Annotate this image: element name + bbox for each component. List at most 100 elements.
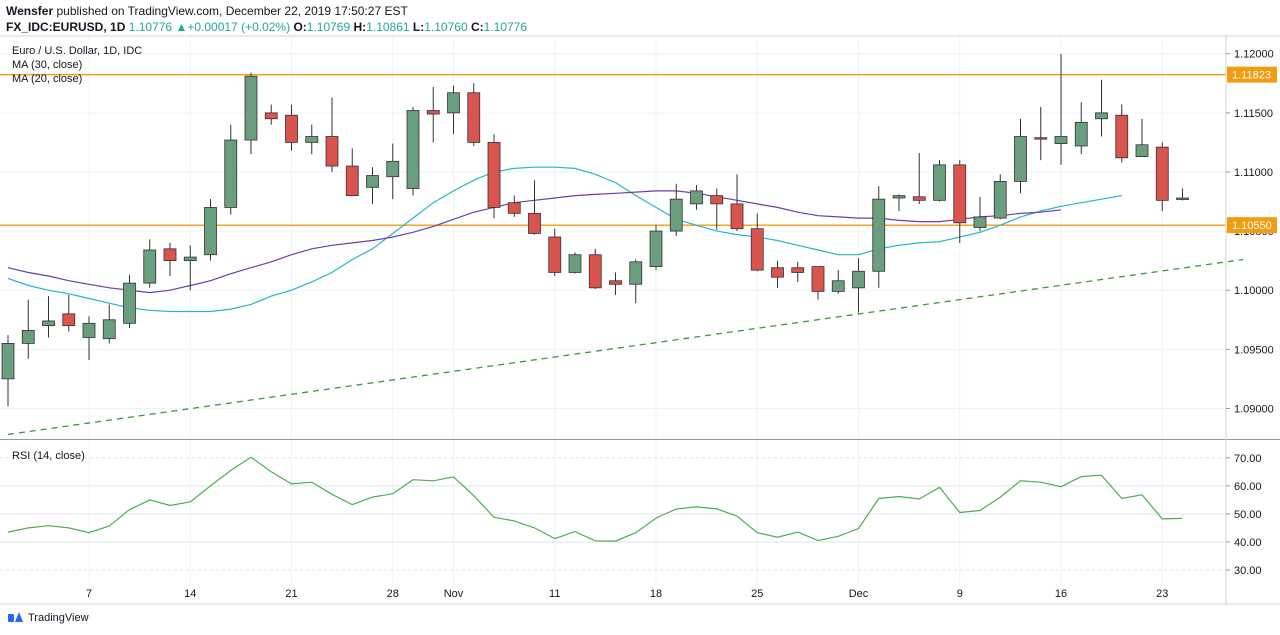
candle xyxy=(345,148,359,197)
candle xyxy=(649,225,663,271)
candle-body-down xyxy=(912,196,926,201)
candle xyxy=(366,167,379,204)
candle xyxy=(872,186,886,288)
publisher-name[interactable]: Wensfer xyxy=(6,4,54,18)
last-price: 1.10776 xyxy=(128,20,173,34)
candle xyxy=(102,304,116,344)
price-tick-label: 1.11500 xyxy=(1234,108,1273,120)
candle-body-down xyxy=(507,202,521,214)
candle xyxy=(973,196,987,232)
candle xyxy=(771,260,784,288)
candle-body-down xyxy=(1155,146,1169,201)
rsi-tick-label: 50.00 xyxy=(1234,509,1262,521)
candle xyxy=(426,86,440,143)
candle xyxy=(244,72,258,155)
symbol-name[interactable]: FX_IDC:EURUSD, xyxy=(6,20,107,34)
time-tick-label: Nov xyxy=(444,588,464,600)
time-tick-label: Dec xyxy=(849,588,869,600)
candle-body-up xyxy=(42,320,55,327)
candle xyxy=(1034,106,1048,161)
candle-body-up xyxy=(102,319,116,340)
candle-body-down xyxy=(953,164,967,224)
candle-body-up xyxy=(629,261,643,285)
candle xyxy=(588,248,602,290)
candle-body-up xyxy=(872,198,886,272)
candle-body-up xyxy=(1176,197,1189,200)
candle-body-up xyxy=(386,160,400,178)
candle xyxy=(82,316,96,360)
candle xyxy=(467,83,481,146)
grid-lines xyxy=(0,36,1226,584)
candle xyxy=(1115,104,1129,163)
chart-header: Wensfer published on TradingView.com, De… xyxy=(6,3,527,35)
candle xyxy=(1,335,15,407)
candle xyxy=(1176,188,1189,201)
candle-body-down xyxy=(771,267,784,278)
candle-body-up xyxy=(1074,121,1088,147)
candle xyxy=(487,134,501,219)
time-tick-label: 28 xyxy=(387,588,399,600)
interval-label: 1D xyxy=(110,20,126,34)
candle xyxy=(831,270,845,294)
candle xyxy=(447,85,460,135)
candle xyxy=(892,194,906,211)
candle-body-up xyxy=(933,164,946,201)
symbol-line: FX_IDC:EURUSD, 1D 1.10776 ▲+0.00017 (+0.… xyxy=(6,19,527,35)
candle-body-up xyxy=(305,136,319,143)
time-tick-label: 16 xyxy=(1055,588,1067,600)
level-price-label: 1.10550 xyxy=(1232,220,1272,232)
rsi-legend: RSI (14, close) xyxy=(12,450,85,462)
candle xyxy=(953,160,967,243)
candle xyxy=(548,228,562,277)
candle-body-up xyxy=(244,75,258,141)
ma20-legend: MA (20, close) xyxy=(12,73,82,85)
candle xyxy=(21,299,35,359)
level-price-badge xyxy=(1227,66,1277,83)
candle-body-down xyxy=(163,248,177,262)
brand-label: TradingView xyxy=(28,612,89,624)
candle-body-down xyxy=(528,212,541,234)
candle-body-down xyxy=(548,236,562,273)
time-tick-label: 25 xyxy=(751,588,763,600)
candle-body-up xyxy=(447,92,460,114)
candle-body-down xyxy=(264,112,278,120)
candle-body-up xyxy=(406,110,420,189)
rsi-tick-label: 30.00 xyxy=(1234,565,1262,577)
candle-body-down xyxy=(730,203,744,230)
footer-brand[interactable]: TradingView xyxy=(8,612,89,624)
open-value: 1.10769 xyxy=(306,20,351,34)
price-tick-label: 1.09500 xyxy=(1234,344,1274,356)
candle xyxy=(264,104,278,125)
candle-body-up xyxy=(366,175,379,188)
publish-info: published on TradingView.com, December 2… xyxy=(56,4,408,18)
candle-body-up xyxy=(183,256,197,262)
price-tick-label: 1.12000 xyxy=(1234,49,1274,61)
price-pane[interactable] xyxy=(0,53,1244,436)
rsi-pane[interactable] xyxy=(7,456,1183,542)
candle-body-down xyxy=(62,313,76,327)
candle xyxy=(528,180,541,235)
close-value: 1.10776 xyxy=(483,20,528,34)
candle xyxy=(750,213,764,272)
candle-body-up xyxy=(21,330,35,344)
candle xyxy=(1095,79,1108,137)
time-tick-label: 7 xyxy=(86,588,92,600)
high-label: H: xyxy=(353,20,367,34)
candle xyxy=(143,239,157,288)
candle-body-down xyxy=(467,92,481,143)
candle xyxy=(325,97,339,172)
candle xyxy=(204,199,217,261)
time-tick-label: 21 xyxy=(285,588,297,600)
low-label: L: xyxy=(412,20,425,34)
candle xyxy=(933,160,946,202)
time-tick-label: 14 xyxy=(184,588,196,600)
candle xyxy=(1014,118,1027,194)
time-tick-label: 11 xyxy=(549,588,560,600)
candle-body-up xyxy=(224,139,238,208)
low-value: 1.10760 xyxy=(424,20,468,34)
candle xyxy=(912,153,926,204)
candle xyxy=(507,195,521,217)
candle xyxy=(42,296,55,338)
ma30-legend: MA (30, close) xyxy=(12,59,82,71)
